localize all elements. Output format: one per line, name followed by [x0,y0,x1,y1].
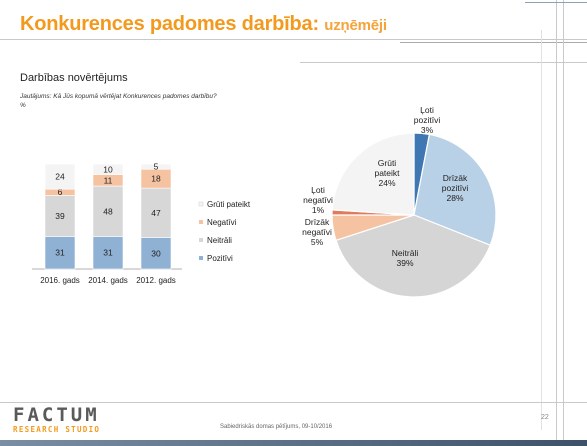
pie-label-line: 3% [421,125,434,135]
question-text: Jautājums: Kā Jūs kopumā vērtējat Konkur… [20,92,217,110]
bar-value-label: 10 [103,164,113,174]
header-rule-2 [300,62,587,63]
vertical-rule-3 [541,30,542,430]
bar-segment [140,187,172,238]
pie-label-line: 24% [378,178,395,188]
bar-value-label: 11 [104,175,113,185]
pie-label-line: pateikt [374,168,400,178]
pie-label-line: pozitīvi [414,115,441,125]
pie-label-line: Drīzāk [443,173,468,183]
pie-label-line: negatīvi [302,227,332,237]
bar-segment [92,236,124,270]
legend-label: Pozitīvi [207,254,233,263]
pie-slice [331,132,415,216]
bar-segment [140,163,172,170]
legend-swatch [199,256,203,260]
pie-label-line: pozitīvi [442,183,469,193]
legend-swatch [198,201,204,207]
bar-segment [44,163,76,190]
pie-slice [413,133,497,246]
bottom-bar [0,440,587,446]
top-rule [0,39,587,40]
pie-label: Ļoti negatīvi 1% [303,185,333,215]
section-title: Darbības novērtējums [20,72,128,84]
right-rule-blue [525,2,587,3]
pie-label-line: 1% [312,205,325,215]
pie-label-line: 39% [396,258,413,268]
legend-label: Negatīvi [207,218,237,227]
vertical-rule-1 [556,0,557,446]
bar-value-label: 48 [103,206,113,216]
bar-category-label: 2016. gads [40,276,80,285]
bar-category-label: 2012. gads [136,276,176,285]
pie-label: Grūti pateikt 24% [374,158,400,188]
bar-value-label: 6 [58,187,63,197]
vertical-rule-2 [563,0,564,446]
footer-rule [0,402,587,403]
pie-label: Ļoti pozitīvi 3% [414,105,441,135]
pie-slice [335,214,492,298]
question-line: Jautājums: Kā Jūs kopumā vērtējat Konkur… [20,93,217,100]
pie-label-line: Neitrāli [392,248,419,258]
slide-title-sub: uzņēmēji [324,17,387,34]
pie-label-line: Ļoti [311,185,325,195]
pie-label: Neitrāli 39% [392,248,419,268]
legend-label: Grūti pateikt [207,200,251,209]
slide-title: Konkurences padomes darbība: uzņēmēji [20,13,387,36]
legend-swatch [199,220,203,224]
bar-category-label: 2014. gads [88,276,128,285]
logo-main-text: FACTUM [13,404,100,426]
page-number: 22 [541,414,549,421]
bar-value-label: 5 [154,162,159,172]
unit-label: % [20,102,26,109]
bar-value-label: 31 [55,248,65,258]
legend-swatch [199,238,203,242]
bar-value-label: 39 [55,211,65,221]
pie-label: Drīzāk negatīvi 5% [302,217,332,247]
pie-label-line: 5% [311,237,324,247]
pie-label-line: Drīzāk [305,217,330,227]
footer-text: Sabiedriskās domas pētījums, 09-10/2016 [220,424,333,430]
logo-sub-text: RESEARCH STUDIO [13,425,101,434]
bar-value-label: 24 [55,172,65,182]
slide-title-main: Konkurences padomes darbība: [20,13,319,35]
pie-label-line: Grūti [378,158,397,168]
bar-value-label: 31 [103,248,113,258]
legend-label: Neitrāli [207,236,232,245]
pie-label: Drīzāk pozitīvi 28% [442,173,469,203]
top-rule-gray [400,42,587,43]
bar-value-label: 30 [151,248,161,258]
bar-value-label: 18 [151,174,161,184]
bar-segment [92,185,124,237]
pie-label-line: 28% [446,193,463,203]
pie-label-line: Ļoti [420,105,434,115]
bar-segment [140,237,172,270]
factum-logo: FACTUM RESEARCH STUDIO [13,405,133,439]
bar-segment [44,236,76,270]
bar-segment [92,163,124,175]
bar-value-label: 47 [151,208,161,218]
pie-label-line: negatīvi [303,195,333,205]
